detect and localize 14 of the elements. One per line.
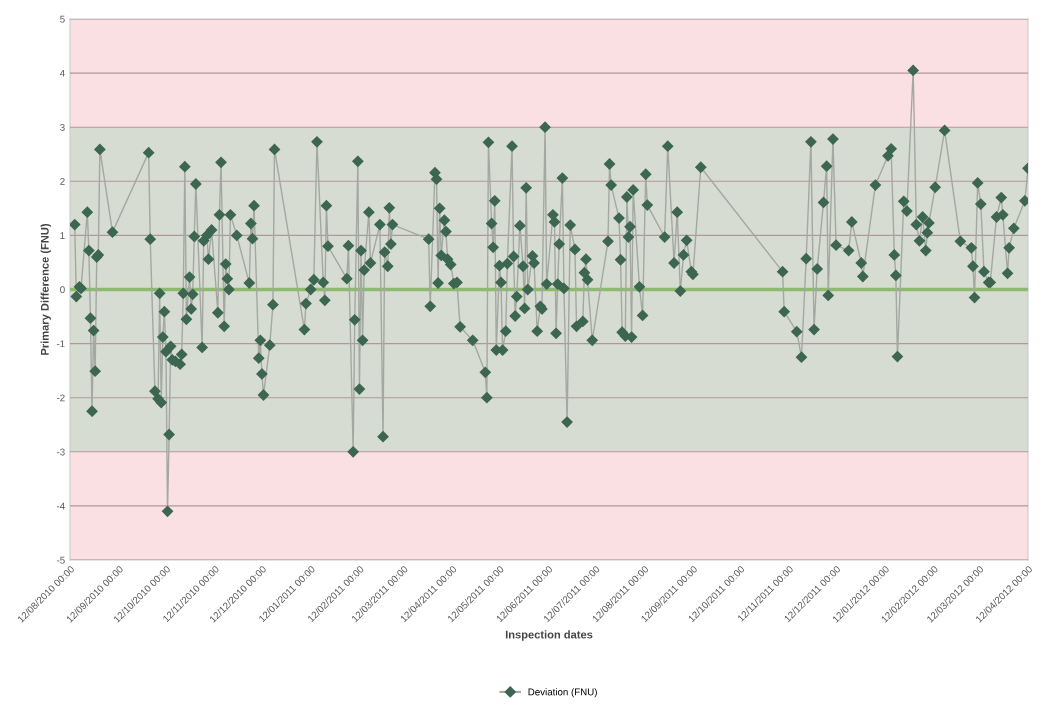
y-tick-label: 4: [59, 69, 65, 77]
x-axis-title: Inspection dates: [505, 630, 593, 641]
y-tick-label: 5: [60, 15, 65, 23]
y-tick-label: -1: [56, 340, 65, 348]
y-tick-label: 2: [60, 178, 65, 185]
y-tick-label: 0: [60, 286, 65, 294]
y-axis-title: Primary Difference (FNU): [40, 223, 51, 355]
y-tick-label: 1: [60, 232, 65, 239]
legend-label: Deviation (FNU): [528, 688, 597, 698]
y-tick-label: -2: [56, 394, 65, 402]
y-tick-label: 3: [60, 123, 65, 131]
y-tick-label: -4: [56, 502, 65, 510]
y-tick-label: -3: [56, 448, 65, 456]
y-tick-label: -5: [56, 556, 65, 564]
